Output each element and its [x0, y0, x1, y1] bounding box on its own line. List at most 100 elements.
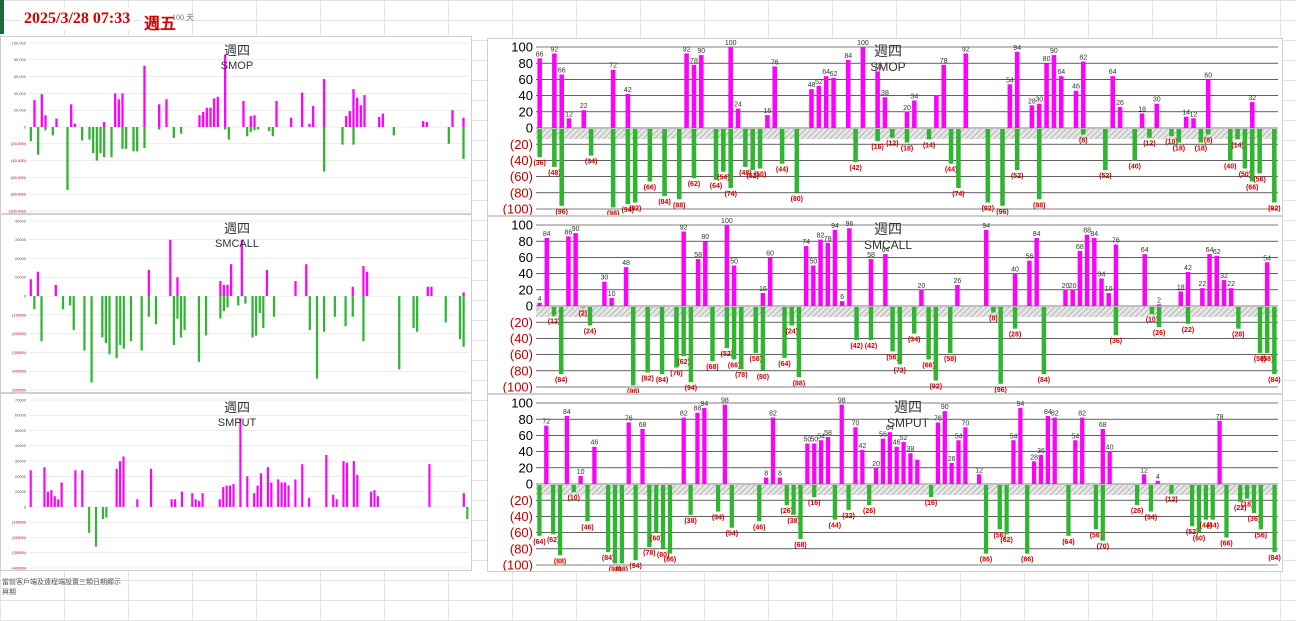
bar-negative: [645, 307, 650, 373]
chart-panel-smcall-large[interactable]: 100 80 60 40 20 0 (20) (40) (60) (80) (100) 4 84 (12)…: [487, 216, 1283, 394]
bar-positive: [198, 115, 201, 127]
bar-positive: [369, 491, 373, 507]
bar-positive: [640, 428, 645, 484]
data-label-negative: (96): [555, 209, 567, 215]
bar-negative: [398, 296, 401, 370]
bar-positive: [912, 100, 917, 128]
data-label-negative: (92): [629, 206, 641, 213]
bar-positive: [219, 281, 222, 297]
data-label-positive: 50: [810, 437, 818, 444]
y-tick-label: 50000: [15, 428, 27, 433]
bar-positive: [115, 468, 118, 507]
data-label-positive: 46: [1072, 84, 1080, 91]
bar-positive: [174, 499, 177, 507]
bar-negative: [1012, 307, 1018, 329]
y-tick-label: 20,000: [14, 108, 27, 113]
bar-positive: [1027, 260, 1032, 306]
bar-negative: [179, 296, 183, 338]
bar-negative: [721, 129, 726, 172]
data-label-negative: (50): [1239, 172, 1251, 179]
y-tick-label: 100: [511, 396, 533, 411]
data-label-positive: 70: [852, 420, 860, 427]
bar-negative: [257, 127, 260, 130]
bar-positive: [1007, 84, 1013, 128]
bar-negative: [537, 129, 542, 158]
chart-panel-smcall-small[interactable]: 40000 30000 20000 10000 0 (10000) (20000) (3000…: [0, 214, 472, 393]
y-tick-label: 70000: [15, 397, 27, 402]
data-label-positive: 36: [1037, 448, 1045, 455]
bar-positive: [883, 254, 888, 306]
y-tick-label: (40,000): [11, 158, 27, 163]
bar-positive: [70, 104, 73, 127]
data-label-negative: (26): [1153, 330, 1165, 337]
bar-negative: [122, 296, 125, 349]
data-label-negative: (52): [1011, 173, 1023, 180]
bar-positive: [868, 259, 874, 306]
bar-positive: [33, 100, 36, 127]
bar-positive: [242, 100, 245, 127]
data-label-positive: 46: [590, 440, 598, 447]
bar-negative: [997, 485, 1002, 530]
data-label-positive: 42: [858, 443, 866, 450]
chart-panel-smput-large[interactable]: 100 80 60 40 20 0 (20) (40) (60) (80) (100) (64) 72(…: [487, 394, 1283, 572]
bar-negative: [72, 296, 75, 330]
data-label-negative: (34): [908, 337, 920, 344]
data-label-negative: (44): [829, 523, 841, 530]
bar-positive: [845, 59, 851, 128]
bar-negative: [612, 485, 618, 564]
data-label-positive: 52: [815, 79, 823, 86]
bar-positive: [222, 487, 225, 507]
chart-panel-smop-large[interactable]: 100 80 60 40 20 0 (20) (40) (60) (80) (100) 86 (36) 9…: [487, 38, 1283, 216]
data-label-negative: (66): [1220, 540, 1232, 547]
data-label-positive: 90: [572, 226, 580, 233]
data-label-positive: 94: [831, 223, 839, 230]
data-label-positive: 64: [1057, 69, 1065, 76]
bar-negative: [632, 129, 638, 203]
data-label-negative: (8): [989, 315, 998, 322]
data-label-negative: (18): [1195, 146, 1207, 153]
data-label-negative: (62): [677, 359, 689, 366]
data-label-positive: 8: [778, 471, 782, 478]
bar-positive: [894, 446, 899, 484]
data-label-positive: 22: [1227, 281, 1235, 288]
data-label-positive: 76: [771, 59, 779, 66]
data-label-negative: (26): [863, 508, 875, 515]
bar-positive: [1077, 250, 1083, 306]
y-tick-label: 80: [519, 56, 533, 71]
bar-positive: [50, 490, 53, 507]
bar-positive: [1045, 415, 1050, 484]
data-label-positive: 82: [680, 411, 688, 418]
chart-smcall-large: 100806040200(20)(40)(60)(80)(100)484(12)…: [503, 218, 1281, 393]
bar-positive: [875, 71, 880, 128]
chart-panel-smput-small[interactable]: 70000 60000 50000 40000 30000 20000 10000 0 (100…: [0, 393, 472, 571]
y-tick-label: 100: [511, 218, 533, 233]
y-tick-label: (60): [510, 169, 533, 184]
bar-negative: [147, 296, 150, 317]
data-label-positive: 84: [1033, 231, 1041, 238]
bar-negative: [985, 129, 991, 203]
data-label-positive: 12: [975, 467, 983, 474]
data-label-positive: 84: [563, 409, 571, 416]
y-tick-label: 0: [24, 504, 27, 509]
chart-panel-smop-small[interactable]: 100,000 80,000 60,000 40,000 20,000 0 (20,000)…: [0, 36, 472, 214]
bar-negative: [95, 127, 98, 161]
bar-positive: [537, 58, 542, 129]
bar-negative: [341, 127, 344, 145]
bar-negative: [832, 485, 837, 520]
bar-negative: [890, 129, 895, 138]
data-label-negative: (62): [1000, 537, 1012, 544]
data-label-negative: (62): [547, 537, 559, 544]
data-label-positive: 64: [822, 69, 830, 76]
data-label-negative: (38): [684, 518, 696, 525]
bar-positive: [224, 54, 227, 127]
bar-negative: [674, 307, 679, 368]
data-label-negative: (64): [710, 183, 722, 190]
bar-negative: [1025, 485, 1030, 554]
bar-negative: [99, 127, 102, 154]
bar-positive: [54, 284, 57, 297]
data-label-negative: (22): [1182, 327, 1194, 334]
bar-negative: [103, 127, 106, 158]
bar-positive: [301, 92, 304, 127]
chart-weekday-title: 週四: [224, 222, 250, 237]
bar-negative: [796, 307, 802, 378]
